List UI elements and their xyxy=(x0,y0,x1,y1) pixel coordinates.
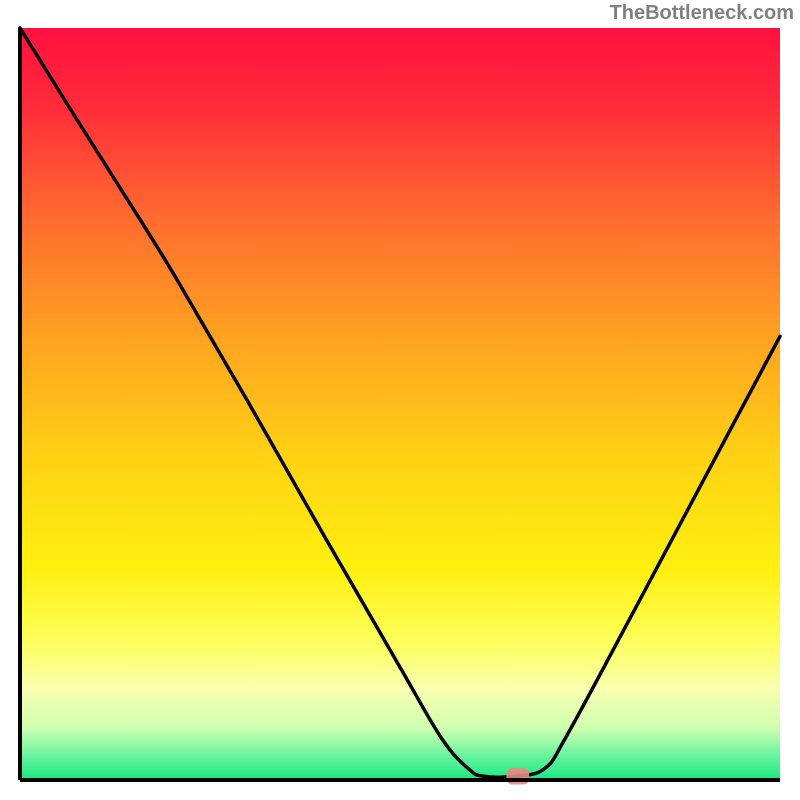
bottleneck-chart xyxy=(0,0,800,800)
chart-frame: TheBottleneck.com xyxy=(0,0,800,800)
optimal-marker xyxy=(506,768,529,785)
watermark-text: TheBottleneck.com xyxy=(610,2,794,25)
